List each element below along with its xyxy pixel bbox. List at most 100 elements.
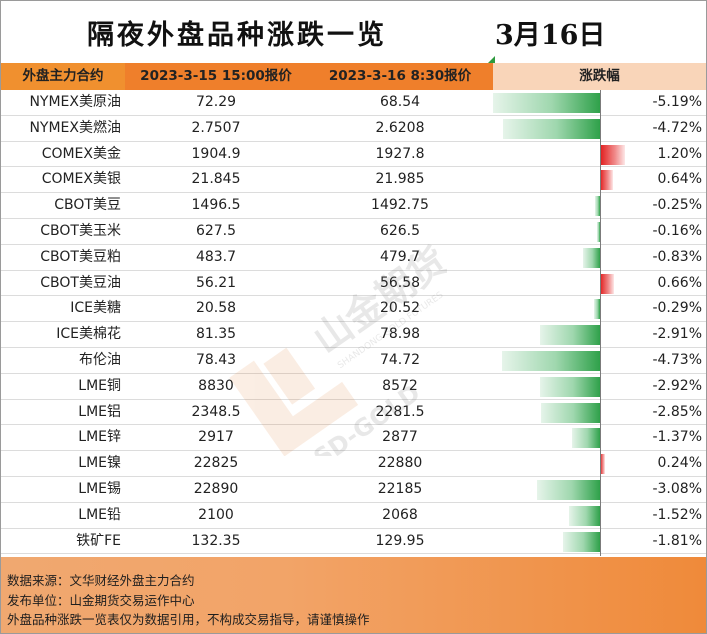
contract-name: CBOT美豆油	[40, 274, 121, 291]
contract-name: LME锌	[78, 429, 121, 446]
prev-quote: 21.845	[191, 171, 241, 188]
change-percent: -2.91%	[652, 326, 702, 343]
change-bar-down	[594, 196, 601, 217]
header-contract: 外盘主力合约	[1, 63, 125, 90]
change-percent: -0.25%	[652, 197, 702, 214]
change-percent: -5.19%	[652, 94, 702, 110]
curr-quote: 2877	[382, 429, 418, 446]
change-percent: 0.64%	[657, 171, 702, 188]
curr-quote: 479.7	[379, 248, 421, 265]
curr-quote: 2068	[382, 506, 418, 523]
table-row: 布伦油 78.43 74.72 -4.73%	[1, 348, 706, 374]
curr-quote: 22880	[377, 455, 423, 472]
change-bar-cell	[493, 245, 706, 271]
table-row: LME铅 2100 2068 -1.52%	[1, 503, 706, 529]
curr-quote: 68.54	[379, 94, 421, 110]
change-bar-down	[582, 247, 600, 268]
change-percent: -4.72%	[652, 119, 702, 136]
change-percent: -1.52%	[652, 506, 702, 523]
curr-quote: 8572	[382, 377, 418, 394]
prev-quote: 2917	[198, 429, 234, 446]
table-row: LME铝 2348.5 2281.5 -2.85%	[1, 400, 706, 426]
curr-quote: 21.985	[375, 171, 425, 188]
change-bar-cell	[493, 322, 706, 348]
prev-quote: 78.43	[195, 351, 237, 368]
change-bar-cell	[493, 374, 706, 400]
table-row: LME镍 22825 22880 0.24%	[1, 451, 706, 477]
contract-name: NYMEX美燃油	[29, 119, 121, 136]
change-percent: -1.37%	[652, 429, 702, 446]
change-bar-cell	[493, 529, 706, 555]
table-row: ICE美棉花 81.35 78.98 -2.91%	[1, 322, 706, 348]
table-row: LME锌 2917 2877 -1.37%	[1, 425, 706, 452]
prev-quote: 20.58	[195, 300, 237, 317]
contract-name: ICE美棉花	[56, 326, 121, 343]
title-row: 隔夜外盘品种涨跌一览 3月16日	[1, 1, 706, 63]
sheet-date: 3月16日	[495, 20, 606, 51]
contract-name: LME镍	[78, 455, 121, 472]
curr-quote: 1492.75	[371, 197, 429, 214]
curr-quote: 2281.5	[375, 403, 425, 420]
footer-disclaimer: 外盘品种涨跌一览表仅为数据引用，不构成交易指导，请谨慎操作	[7, 612, 370, 627]
contract-name: 铁矿FE	[76, 532, 121, 549]
curr-quote: 20.52	[379, 300, 421, 317]
change-percent: 0.24%	[657, 455, 702, 472]
prev-quote: 56.21	[195, 274, 237, 291]
contract-name: CBOT美豆粕	[40, 248, 121, 265]
change-percent: -1.81%	[652, 532, 702, 549]
change-bar-cell	[493, 167, 706, 193]
cell-comment-marker-icon	[488, 56, 495, 63]
prev-quote: 1496.5	[191, 197, 241, 214]
change-bar-down	[594, 299, 601, 320]
table-row: COMEX美银 21.845 21.985 0.64%	[1, 167, 706, 194]
change-bar-down	[502, 118, 600, 139]
header-prev-quote: 2023-3-15 15:00报价	[140, 68, 292, 84]
change-bar-up	[600, 170, 614, 191]
contract-name: ICE美糖	[70, 300, 121, 317]
change-percent: -0.83%	[652, 248, 702, 265]
change-bar-down	[539, 376, 600, 397]
change-bar-up	[600, 454, 605, 475]
contract-name: LME铅	[78, 506, 121, 523]
change-bar-cell	[493, 271, 706, 297]
change-percent: -0.16%	[652, 222, 702, 239]
prev-quote: 132.35	[191, 532, 241, 549]
change-bar-cell	[493, 219, 706, 245]
change-percent: -0.29%	[652, 300, 702, 317]
curr-quote: 2.6208	[375, 119, 425, 136]
change-bar-cell	[493, 451, 706, 477]
change-bar-cell	[493, 400, 706, 426]
contract-name: LME铝	[78, 403, 121, 420]
change-bar-down	[502, 350, 600, 371]
contract-name: 布伦油	[79, 351, 121, 368]
prev-quote: 8830	[198, 377, 234, 394]
change-bar-down	[571, 428, 600, 449]
change-percent: -4.73%	[652, 351, 702, 368]
change-bar-down	[568, 505, 600, 526]
sheet-title: 隔夜外盘品种涨跌一览	[87, 20, 387, 51]
table-row: CBOT美玉米 627.5 626.5 -0.16%	[1, 219, 706, 245]
table-row: CBOT美豆油 56.21 56.58 0.66%	[1, 271, 706, 297]
contract-name: NYMEX美原油	[29, 94, 121, 110]
curr-quote: 78.98	[379, 326, 421, 343]
change-bar-cell	[493, 193, 706, 219]
prev-quote: 1904.9	[191, 145, 241, 162]
curr-quote: 129.95	[375, 532, 425, 549]
prev-quote: 81.35	[195, 326, 237, 343]
table-row: CBOT美豆粕 483.7 479.7 -0.83%	[1, 245, 706, 271]
table-row: 铁矿FE 132.35 129.95 -1.81%	[1, 529, 706, 555]
prev-quote: 2348.5	[191, 403, 241, 420]
table-row: COMEX美金 1904.9 1927.8 1.20%	[1, 142, 706, 168]
footer-source: 数据来源：文华财经外盘主力合约	[7, 573, 195, 588]
prev-quote: 2.7507	[191, 119, 241, 136]
table-row: LME锡 22890 22185 -3.08%	[1, 477, 706, 503]
change-zero-axis	[600, 90, 601, 556]
contract-name: COMEX美金	[41, 145, 121, 162]
change-bar-cell	[493, 296, 706, 322]
change-bar-down	[493, 93, 600, 113]
change-bar-up	[600, 273, 614, 294]
change-bar-down	[540, 325, 600, 346]
prev-quote: 627.5	[195, 222, 237, 239]
change-percent: -2.85%	[652, 403, 702, 420]
change-percent: 0.66%	[657, 274, 702, 291]
